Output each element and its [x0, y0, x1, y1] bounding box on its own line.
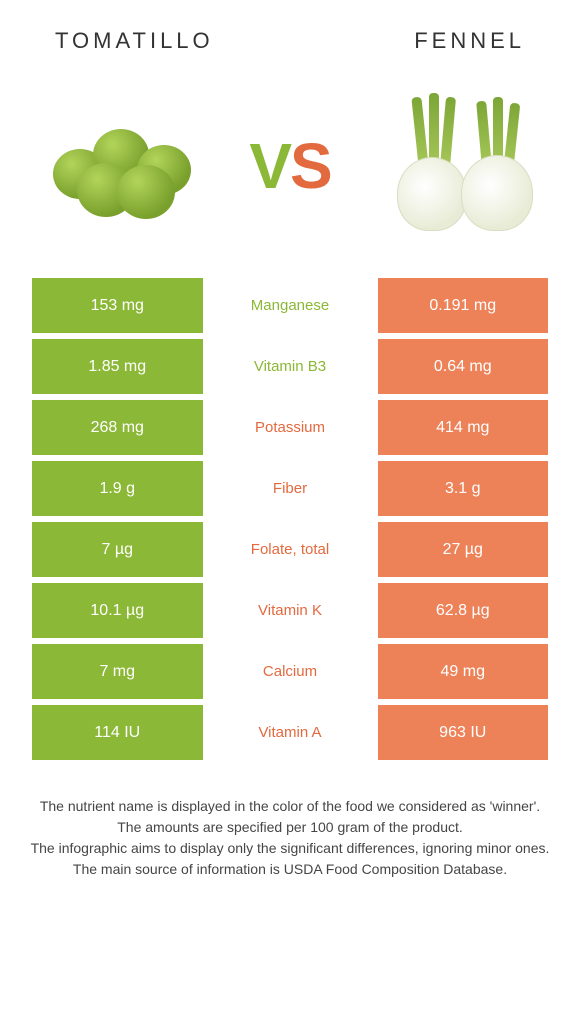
table-row: 10.1 µgVitamin K62.8 µg — [32, 583, 548, 638]
table-row: 7 µgFolate, total27 µg — [32, 522, 548, 577]
left-value: 7 µg — [32, 522, 203, 577]
nutrient-table: 153 mgManganese0.191 mg 1.85 mgVitamin B3… — [32, 278, 548, 760]
left-value: 1.9 g — [32, 461, 203, 516]
right-title: Fennel — [414, 28, 525, 54]
right-value: 49 mg — [378, 644, 549, 699]
left-value: 114 IU — [32, 705, 203, 760]
nutrient-label: Manganese — [203, 278, 378, 333]
right-value: 0.64 mg — [378, 339, 549, 394]
right-value: 414 mg — [378, 400, 549, 455]
image-row: VS — [0, 66, 580, 268]
nutrient-label: Fiber — [203, 461, 378, 516]
vs-s: S — [290, 129, 331, 203]
table-row: 268 mgPotassium414 mg — [32, 400, 548, 455]
fennel-image — [380, 86, 540, 246]
right-value: 27 µg — [378, 522, 549, 577]
right-value: 0.191 mg — [378, 278, 549, 333]
header: Tomatillo Fennel — [0, 0, 580, 66]
footer-line: The nutrient name is displayed in the co… — [20, 796, 560, 817]
footer: The nutrient name is displayed in the co… — [20, 796, 560, 880]
table-row: 1.9 gFiber3.1 g — [32, 461, 548, 516]
left-value: 7 mg — [32, 644, 203, 699]
footer-line: The infographic aims to display only the… — [20, 838, 560, 859]
footer-line: The main source of information is USDA F… — [20, 859, 560, 880]
nutrient-label: Folate, total — [203, 522, 378, 577]
footer-line: The amounts are specified per 100 gram o… — [20, 817, 560, 838]
vs-label: VS — [249, 129, 330, 203]
tomatillo-image — [40, 86, 200, 246]
nutrient-label: Vitamin A — [203, 705, 378, 760]
right-value: 3.1 g — [378, 461, 549, 516]
nutrient-label: Vitamin B3 — [203, 339, 378, 394]
nutrient-label: Calcium — [203, 644, 378, 699]
right-value: 62.8 µg — [378, 583, 549, 638]
right-value: 963 IU — [378, 705, 549, 760]
vs-v: V — [249, 129, 290, 203]
left-title: Tomatillo — [55, 28, 214, 54]
left-value: 153 mg — [32, 278, 203, 333]
nutrient-label: Potassium — [203, 400, 378, 455]
table-row: 153 mgManganese0.191 mg — [32, 278, 548, 333]
left-value: 268 mg — [32, 400, 203, 455]
table-row: 114 IUVitamin A963 IU — [32, 705, 548, 760]
nutrient-label: Vitamin K — [203, 583, 378, 638]
table-row: 1.85 mgVitamin B30.64 mg — [32, 339, 548, 394]
left-value: 1.85 mg — [32, 339, 203, 394]
left-value: 10.1 µg — [32, 583, 203, 638]
table-row: 7 mgCalcium49 mg — [32, 644, 548, 699]
